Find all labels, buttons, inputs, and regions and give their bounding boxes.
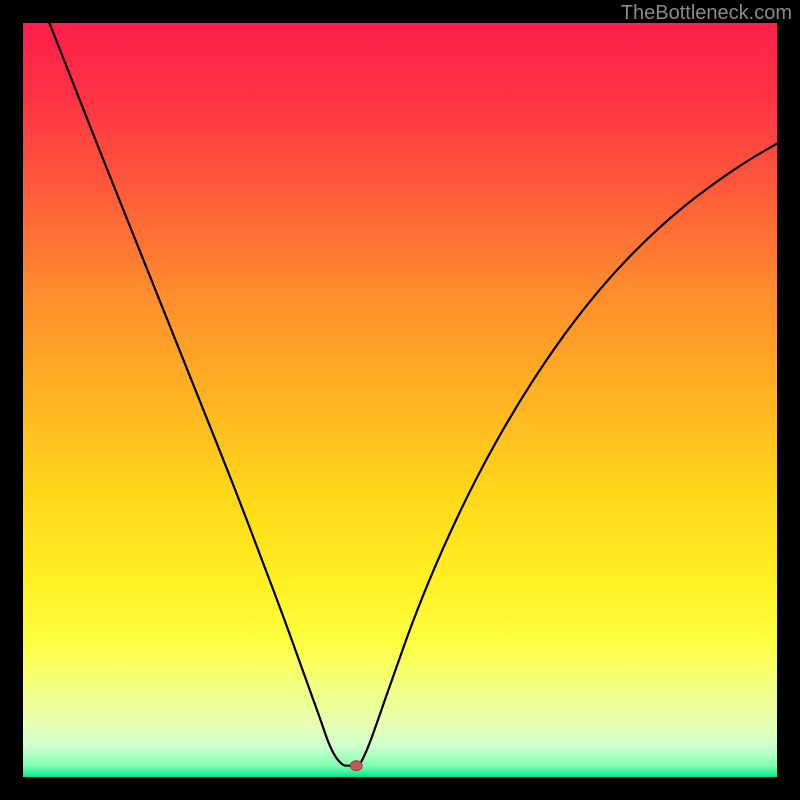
optimal-point-marker (350, 761, 362, 771)
plot-area (23, 23, 777, 777)
watermark-text: TheBottleneck.com (621, 2, 792, 25)
gradient-background (23, 23, 777, 777)
plot-svg (23, 23, 777, 777)
chart-container: TheBottleneck.com (0, 0, 800, 800)
